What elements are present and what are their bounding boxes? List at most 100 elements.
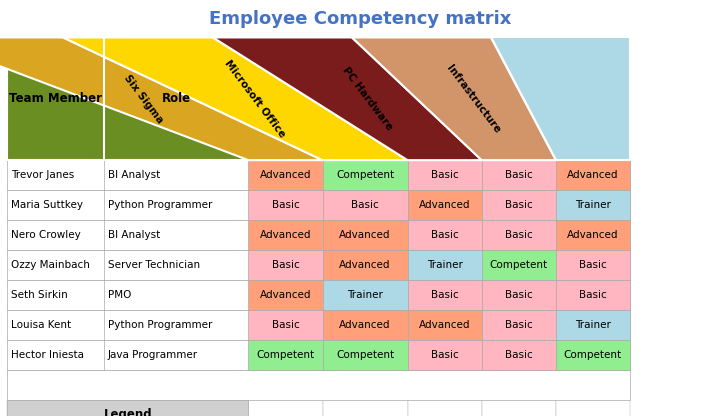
- Text: Trainer: Trainer: [575, 200, 611, 210]
- Text: Basic: Basic: [271, 200, 300, 210]
- Text: Basic: Basic: [431, 290, 459, 300]
- Bar: [323, 400, 408, 416]
- Bar: [482, 250, 556, 280]
- Text: Advanced: Advanced: [419, 200, 470, 210]
- Bar: [323, 220, 408, 250]
- Bar: [7, 400, 104, 416]
- Text: Advanced: Advanced: [260, 170, 311, 180]
- Polygon shape: [213, 37, 482, 160]
- Polygon shape: [352, 37, 556, 160]
- Bar: [7, 280, 630, 310]
- Bar: [248, 400, 323, 416]
- Bar: [556, 190, 630, 220]
- Text: Competent: Competent: [256, 350, 315, 360]
- Bar: [556, 280, 630, 310]
- Text: Six Sigma: Six Sigma: [122, 72, 165, 125]
- Bar: [556, 220, 630, 250]
- Bar: [7, 310, 630, 340]
- Text: Seth Sirkin: Seth Sirkin: [11, 290, 68, 300]
- Text: Ozzy Mainbach: Ozzy Mainbach: [11, 260, 90, 270]
- Text: Role: Role: [162, 92, 191, 105]
- Text: Maria Suttkey: Maria Suttkey: [11, 200, 83, 210]
- Text: Basic: Basic: [579, 290, 607, 300]
- Text: Basic: Basic: [579, 260, 607, 270]
- Bar: [556, 310, 630, 340]
- Bar: [323, 340, 408, 370]
- Bar: [248, 250, 323, 280]
- Bar: [104, 400, 248, 416]
- Bar: [408, 310, 482, 340]
- Bar: [408, 250, 482, 280]
- Bar: [556, 160, 630, 190]
- Text: Competent: Competent: [336, 350, 394, 360]
- Bar: [7, 370, 630, 400]
- Text: Server Technician: Server Technician: [108, 260, 200, 270]
- Bar: [323, 280, 408, 310]
- Bar: [7, 250, 630, 280]
- Bar: [408, 190, 482, 220]
- Text: Advanced: Advanced: [567, 170, 618, 180]
- Text: PC Hardware: PC Hardware: [340, 65, 394, 132]
- Text: Basic: Basic: [431, 170, 459, 180]
- Text: Java Programmer: Java Programmer: [108, 350, 198, 360]
- Text: Basic: Basic: [505, 230, 533, 240]
- Polygon shape: [491, 37, 630, 160]
- Bar: [482, 220, 556, 250]
- Text: Competent: Competent: [564, 350, 622, 360]
- Bar: [408, 340, 482, 370]
- Bar: [408, 220, 482, 250]
- Polygon shape: [63, 37, 408, 160]
- Bar: [7, 400, 248, 416]
- Text: BI Analyst: BI Analyst: [108, 230, 161, 240]
- Text: Competent: Competent: [490, 260, 548, 270]
- Bar: [7, 340, 630, 370]
- Text: Basic: Basic: [505, 200, 533, 210]
- Bar: [482, 310, 556, 340]
- Text: Basic: Basic: [271, 320, 300, 330]
- Text: Advanced: Advanced: [567, 230, 618, 240]
- Bar: [408, 160, 482, 190]
- Bar: [248, 310, 323, 340]
- Bar: [323, 310, 408, 340]
- Bar: [323, 250, 408, 280]
- Text: Trainer: Trainer: [347, 290, 383, 300]
- Text: Hector Iniesta: Hector Iniesta: [11, 350, 84, 360]
- Text: Infrastructure: Infrastructure: [445, 63, 503, 135]
- Text: Nero Crowley: Nero Crowley: [11, 230, 81, 240]
- Bar: [248, 220, 323, 250]
- Text: Basic: Basic: [431, 350, 459, 360]
- Polygon shape: [0, 37, 323, 160]
- Text: Advanced: Advanced: [339, 230, 391, 240]
- Bar: [556, 400, 630, 416]
- Bar: [482, 340, 556, 370]
- Text: Basic: Basic: [431, 230, 459, 240]
- Text: Advanced: Advanced: [260, 230, 311, 240]
- Bar: [482, 160, 556, 190]
- Bar: [7, 190, 630, 220]
- Text: Basic: Basic: [505, 350, 533, 360]
- Bar: [408, 400, 482, 416]
- Bar: [556, 250, 630, 280]
- Bar: [323, 190, 408, 220]
- Text: Trainer: Trainer: [575, 320, 611, 330]
- Bar: [482, 190, 556, 220]
- Text: Python Programmer: Python Programmer: [108, 200, 212, 210]
- Text: Microsoft Office: Microsoft Office: [222, 58, 287, 139]
- Text: Legend: Legend: [104, 408, 152, 416]
- Text: PMO: PMO: [108, 290, 131, 300]
- Text: Competent: Competent: [336, 170, 394, 180]
- Text: Python Programmer: Python Programmer: [108, 320, 212, 330]
- Text: Basic: Basic: [505, 170, 533, 180]
- Bar: [7, 160, 630, 190]
- Text: Louisa Kent: Louisa Kent: [11, 320, 71, 330]
- Bar: [556, 340, 630, 370]
- Bar: [323, 160, 408, 190]
- Bar: [248, 190, 323, 220]
- Text: Basic: Basic: [505, 290, 533, 300]
- Text: Trevor Janes: Trevor Janes: [11, 170, 74, 180]
- Text: Basic: Basic: [271, 260, 300, 270]
- Text: Advanced: Advanced: [419, 320, 470, 330]
- Text: Team Member: Team Member: [9, 92, 102, 105]
- Bar: [248, 280, 323, 310]
- Text: Employee Competency matrix: Employee Competency matrix: [209, 10, 511, 28]
